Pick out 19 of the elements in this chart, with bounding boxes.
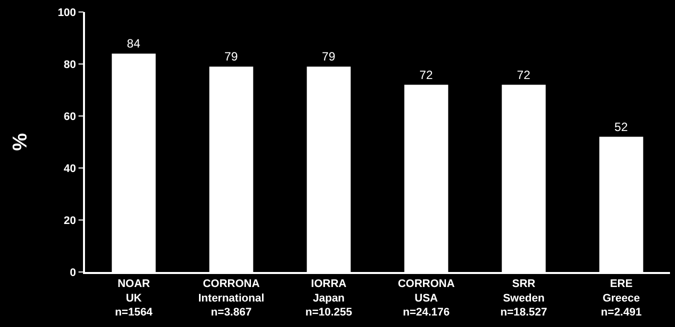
x-tick-label: NOAR UK n=1564 [114, 278, 154, 319]
y-tick-label: 20 [64, 214, 76, 227]
y-axis-title: % [10, 132, 32, 151]
x-tick-label: CORRONA USA n=24.176 [398, 278, 455, 319]
data-label: 72 [419, 68, 434, 82]
data-label: 79 [224, 50, 238, 64]
y-tick-label: 60 [64, 110, 76, 123]
x-tick-label: ERE Greece n=2.491 [600, 278, 642, 319]
y-tick-label: 80 [64, 58, 76, 71]
x-tick-label: CORRONA International n=3.867 [198, 278, 264, 319]
y-tick-label: 100 [58, 6, 76, 19]
data-label: 84 [126, 36, 141, 51]
data-label: 79 [322, 50, 336, 64]
x-tick-label: SRR Sweden n=18.527 [500, 278, 548, 319]
y-tick-label: 40 [64, 162, 76, 175]
y-tick-label: 0 [70, 266, 76, 279]
data-label: 72 [516, 68, 531, 82]
data-label: 52 [614, 120, 628, 134]
x-tick-label: IORRA Japan n=10.255 [305, 278, 352, 319]
